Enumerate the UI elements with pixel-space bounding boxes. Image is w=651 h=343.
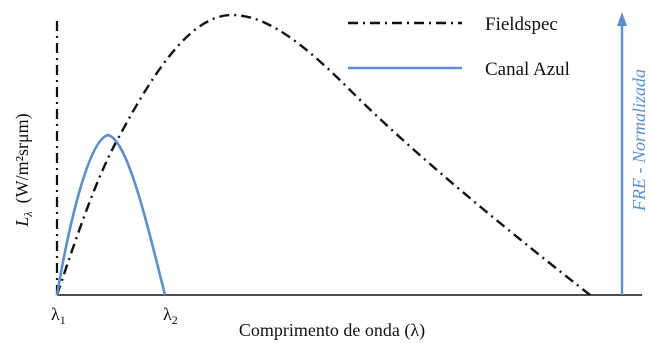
- legend: Fieldspec Canal Azul: [348, 14, 570, 80]
- fieldspec-curve: [55, 13, 591, 296]
- legend-fieldspec-label: Fieldspec: [485, 14, 558, 35]
- fre-axis-arrowhead: [617, 12, 627, 26]
- fre-axis-label: FRE - Normalizada: [629, 69, 649, 212]
- legend-canal-azul-label: Canal Azul: [485, 59, 570, 80]
- y-axis-symbol: L: [12, 217, 32, 228]
- y-axis-label: Lλ (W/m²srμm): [12, 113, 35, 227]
- svg-text:Lλ(W/m²srμm): Lλ (W/m²srμm): [12, 113, 35, 227]
- y-axis-units: (W/m²srμm): [12, 113, 33, 203]
- canal-azul-curve: [55, 133, 167, 296]
- tick-lambda-2: λ2: [163, 304, 178, 327]
- x-axis-label: Comprimento de onda (λ): [239, 320, 425, 341]
- y-axis-subscript: λ: [21, 211, 35, 217]
- tick-lambda-1: λ1: [51, 304, 66, 327]
